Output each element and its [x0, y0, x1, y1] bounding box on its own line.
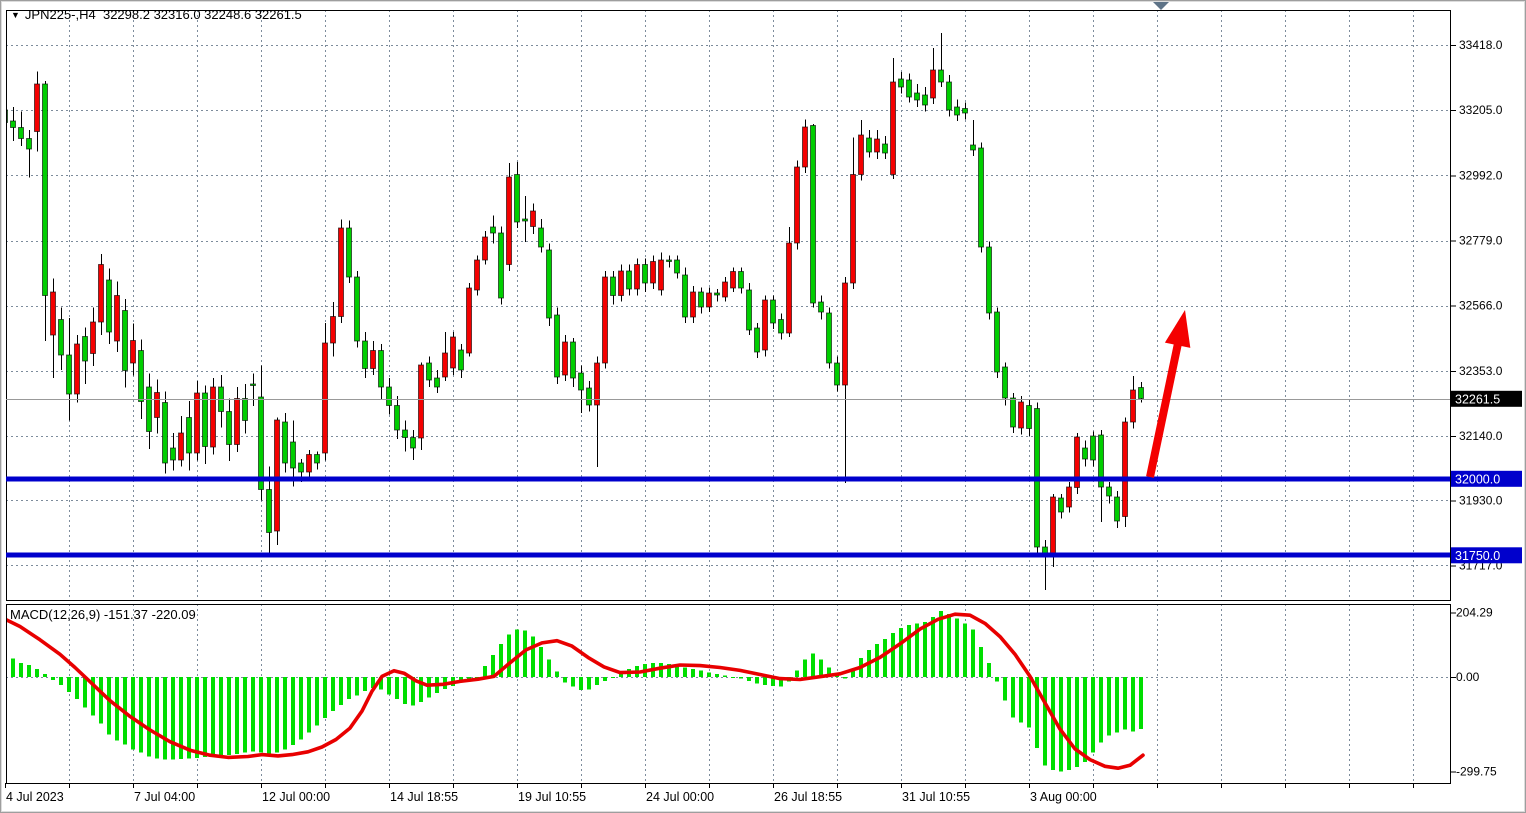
ohlc-quote-label: 32298.2 32316.0 32248.6 32261.5: [102, 7, 302, 22]
macd-signal-line: [7, 612, 1145, 771]
time-axis[interactable]: 4 Jul 2023 7 Jul 04:00 12 Jul 00:00 14 Jul …: [5, 783, 1414, 804]
macd-axis-label: 0.00: [1456, 670, 1480, 684]
time-axis-label: 7 Jul 04:00: [134, 790, 195, 804]
price-axis-label: 32140.0: [1459, 429, 1503, 443]
macd-axis-label: 204.29: [1456, 606, 1493, 620]
pane-splitter[interactable]: [0, 597, 1450, 607]
time-axis-label: 14 Jul 18:55: [390, 790, 458, 804]
time-axis-label: 4 Jul 2023: [6, 790, 64, 804]
macd-pane-border: [6, 604, 1451, 784]
time-axis-label: 3 Aug 00:00: [1030, 790, 1097, 804]
macd-histogram: [11, 610, 1143, 772]
chart-shift-marker-icon[interactable]: [1153, 2, 1169, 10]
price-axis-label: 33205.0: [1459, 103, 1503, 117]
price-axis-label: 31930.0: [1459, 493, 1503, 507]
price-axis[interactable]: 33418.0 33205.0 32992.0 32779.0 32566.0 32353…: [1450, 38, 1503, 779]
level-price-badge: 31750.0: [1451, 547, 1522, 564]
time-axis-label: 31 Jul 10:55: [902, 790, 970, 804]
time-axis-label: 12 Jul 00:00: [262, 790, 330, 804]
last-price-badge: 32261.5: [1451, 390, 1522, 407]
macd-axis-label: -299.75: [1456, 765, 1497, 779]
main-pane-border: [6, 10, 1451, 601]
time-axis-label: 26 Jul 18:55: [774, 790, 842, 804]
price-axis-label: 32779.0: [1459, 234, 1503, 248]
macd-pane-area[interactable]: [6, 604, 1450, 783]
candles-layer: [7, 33, 1144, 590]
symbol-period-label: JPN225-,H4: [24, 7, 96, 22]
level-price-badge: 32000.0: [1451, 470, 1522, 487]
chart-title: ▼ JPN225-,H4 32298.2 32316.0 32248.6 3226…: [11, 7, 302, 22]
svg-text:31750.0: 31750.0: [1455, 549, 1500, 563]
time-axis-label: 19 Jul 10:55: [518, 790, 586, 804]
price-axis-label: 32353.0: [1459, 364, 1503, 378]
svg-text:32261.5: 32261.5: [1455, 392, 1500, 406]
trend-arrow[interactable]: [1146, 310, 1191, 478]
main-chart-area[interactable]: [6, 10, 1450, 600]
macd-indicator-label: MACD(12,26,9) -151.37 -220.09: [10, 607, 196, 622]
price-axis-label: 32566.0: [1459, 299, 1503, 313]
price-axis-label: 33418.0: [1459, 38, 1503, 52]
price-axis-label: 32992.0: [1459, 168, 1503, 182]
time-axis-label: 24 Jul 00:00: [646, 790, 714, 804]
symbol-dropdown-icon[interactable]: ▼: [11, 10, 20, 20]
svg-text:32000.0: 32000.0: [1455, 472, 1500, 486]
